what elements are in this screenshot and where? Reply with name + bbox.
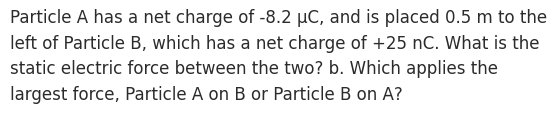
- Text: Particle A has a net charge of -8.2 μC, and is placed 0.5 m to the
left of Parti: Particle A has a net charge of -8.2 μC, …: [10, 9, 547, 104]
